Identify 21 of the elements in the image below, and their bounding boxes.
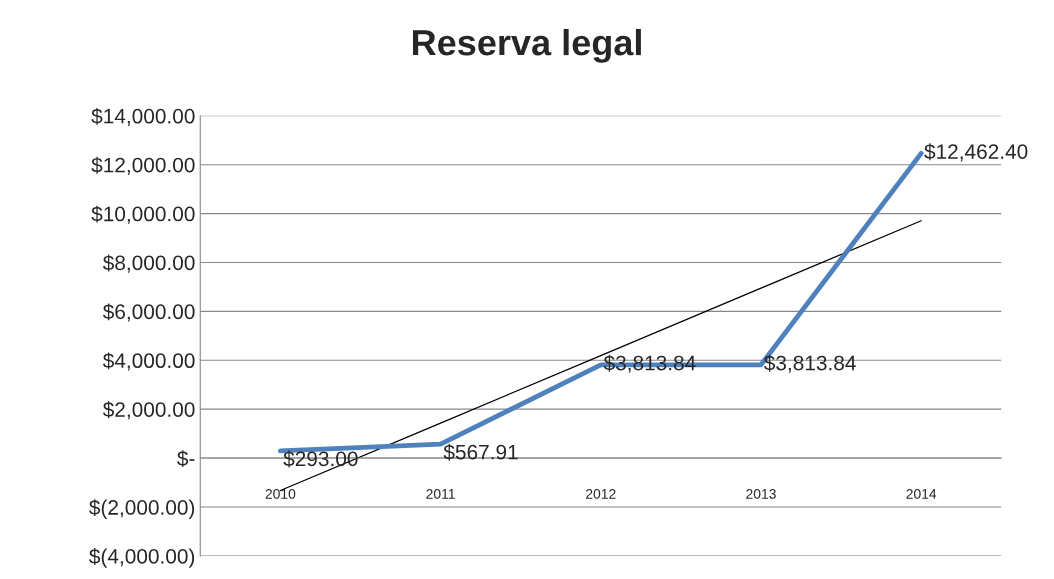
x-tick-label: 2014 xyxy=(906,488,937,499)
y-tick-label: $4,000.00 xyxy=(102,352,195,371)
y-tick-label: $(4,000.00) xyxy=(89,548,195,568)
y-tick-label: $14,000.00 xyxy=(91,107,195,127)
y-tick-label: $8,000.00 xyxy=(102,254,195,273)
chart-title: Reserva legal xyxy=(412,28,641,63)
data-label: $3,813.84 xyxy=(763,354,856,373)
y-tick-label: $2,000.00 xyxy=(102,401,195,420)
data-label: $3,813.84 xyxy=(603,354,696,373)
y-tick-label: $10,000.00 xyxy=(91,205,195,224)
x-tick-label: 2012 xyxy=(586,488,616,499)
y-tick-label: $- xyxy=(177,450,195,468)
data-label: $293.00 xyxy=(283,450,358,468)
x-tick-label: 2010 xyxy=(265,488,296,499)
y-tick-label: $6,000.00 xyxy=(102,303,195,322)
x-tick-label: 2013 xyxy=(746,488,776,499)
x-tick-label: 2011 xyxy=(426,488,455,499)
data-label: $567.91 xyxy=(443,443,518,461)
y-tick-label: $(2,000.00) xyxy=(89,499,195,519)
data-label: $12,462.40 xyxy=(924,143,1028,162)
y-tick-label: $12,000.00 xyxy=(91,156,195,175)
